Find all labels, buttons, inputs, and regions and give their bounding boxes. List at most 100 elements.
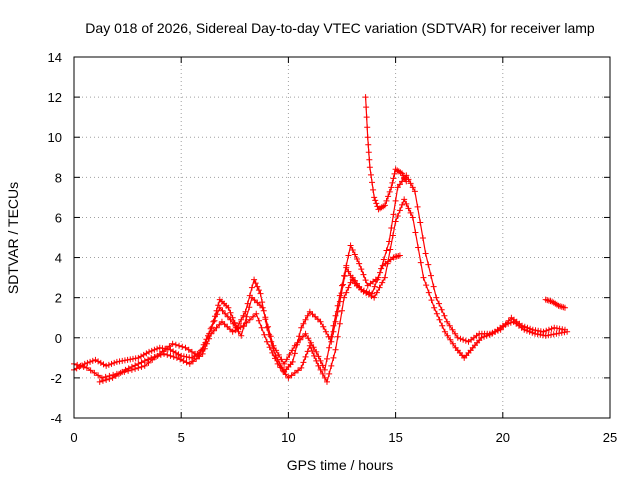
data-point bbox=[549, 326, 555, 332]
data-point bbox=[157, 345, 163, 351]
data-point bbox=[383, 248, 389, 254]
data-point bbox=[176, 343, 182, 349]
data-point bbox=[418, 260, 424, 266]
y-tick-label: -2 bbox=[50, 371, 62, 386]
data-point bbox=[341, 273, 347, 279]
data-point bbox=[423, 282, 429, 288]
data-point bbox=[149, 348, 155, 354]
series-track-2 bbox=[71, 172, 568, 381]
data-point bbox=[326, 345, 332, 351]
data-point bbox=[420, 275, 426, 281]
data-point bbox=[377, 285, 383, 291]
data-point bbox=[122, 357, 128, 363]
data-point bbox=[127, 356, 133, 362]
series-line bbox=[74, 199, 567, 372]
data-point bbox=[439, 307, 445, 313]
data-point bbox=[324, 356, 330, 362]
data-point bbox=[368, 172, 374, 178]
data-point bbox=[117, 358, 123, 364]
data-point bbox=[393, 198, 399, 204]
x-tick-label: 0 bbox=[70, 430, 77, 445]
data-point bbox=[84, 360, 90, 366]
series-track-3 bbox=[363, 94, 410, 212]
data-point bbox=[292, 350, 298, 356]
data-point bbox=[167, 353, 173, 359]
data-point bbox=[181, 353, 187, 359]
data-point bbox=[431, 305, 437, 311]
data-point bbox=[434, 311, 440, 317]
data-point bbox=[428, 273, 434, 279]
data-point bbox=[141, 352, 147, 358]
data-point bbox=[139, 359, 145, 365]
y-tick-label: 0 bbox=[55, 331, 62, 346]
data-point bbox=[371, 194, 377, 200]
data-point bbox=[98, 360, 104, 366]
data-point bbox=[95, 358, 101, 364]
data-point bbox=[173, 342, 179, 348]
tick-labels: 0 5 10 15 20 25-4-202468101214 bbox=[48, 50, 618, 445]
data-point bbox=[264, 339, 270, 345]
data-point bbox=[164, 352, 170, 358]
grid bbox=[74, 57, 610, 418]
series-track-4 bbox=[543, 297, 568, 311]
data-point bbox=[397, 207, 403, 213]
x-tick-label: 5 bbox=[178, 430, 185, 445]
data-point bbox=[184, 359, 190, 365]
data-point bbox=[138, 353, 144, 359]
plot-frame bbox=[74, 57, 610, 418]
data-point bbox=[87, 359, 93, 365]
series-line bbox=[366, 97, 407, 209]
data-point bbox=[415, 204, 421, 210]
data-point bbox=[335, 334, 341, 340]
data-point bbox=[363, 94, 369, 100]
data-point bbox=[151, 347, 157, 353]
data-point bbox=[367, 164, 373, 170]
data-point bbox=[415, 245, 421, 251]
data-point bbox=[393, 218, 399, 224]
data-point bbox=[330, 355, 336, 361]
data-point bbox=[373, 200, 379, 206]
data-point bbox=[339, 308, 345, 314]
data-point bbox=[184, 354, 190, 360]
data-point bbox=[370, 187, 376, 193]
data-point bbox=[135, 361, 141, 367]
series-track-1 bbox=[71, 196, 570, 374]
data-point bbox=[305, 335, 311, 341]
y-tick-label: 10 bbox=[48, 130, 62, 145]
y-tick-label: 2 bbox=[55, 291, 62, 306]
data-point bbox=[372, 197, 378, 203]
x-tick-label: 25 bbox=[603, 430, 617, 445]
data-point bbox=[339, 283, 345, 289]
data-point bbox=[363, 104, 369, 110]
data-point bbox=[460, 337, 466, 343]
data-point bbox=[374, 290, 380, 296]
data-point bbox=[305, 348, 311, 354]
data-point bbox=[551, 331, 557, 337]
data-point bbox=[431, 284, 437, 290]
y-tick-label: 12 bbox=[48, 90, 62, 105]
data-point bbox=[154, 346, 160, 352]
y-tick-label: 6 bbox=[55, 210, 62, 225]
series-track-5 bbox=[97, 253, 403, 385]
data-point bbox=[437, 317, 443, 323]
data-point bbox=[261, 332, 267, 338]
data-point bbox=[363, 277, 369, 283]
data-point bbox=[109, 361, 115, 367]
data-point bbox=[364, 114, 370, 120]
data-point bbox=[320, 324, 326, 330]
y-tick-label: 14 bbox=[48, 50, 62, 65]
data-point bbox=[426, 290, 432, 296]
data-point bbox=[463, 338, 469, 344]
data-point bbox=[360, 272, 366, 278]
data-point bbox=[364, 124, 370, 130]
sdtvar-chart: Day 018 of 2026, Sidereal Day-to-day VTE… bbox=[0, 0, 640, 480]
data-series bbox=[71, 94, 570, 385]
data-point bbox=[259, 325, 265, 331]
data-point bbox=[417, 219, 423, 225]
data-point bbox=[382, 275, 388, 281]
data-point bbox=[143, 350, 149, 356]
data-point bbox=[423, 251, 429, 257]
x-tick-label: 15 bbox=[388, 430, 402, 445]
data-point bbox=[323, 329, 329, 335]
data-point bbox=[133, 355, 139, 361]
